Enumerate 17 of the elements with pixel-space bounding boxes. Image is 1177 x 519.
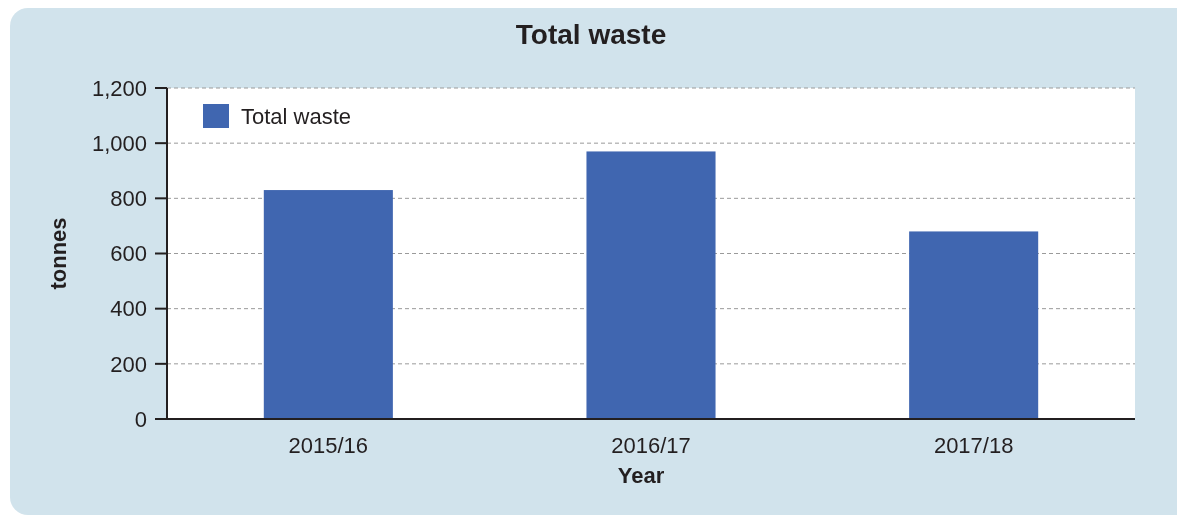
bar [909,231,1039,419]
chart-title: Total waste [515,19,667,50]
y-tick-label: 800 [110,186,147,212]
y-tick-label: 1,200 [91,75,147,101]
y-tick-label: 1,000 [91,130,147,156]
y-tick-label: 0 [134,406,147,432]
y-tick-label: 400 [110,296,147,322]
legend-label: Total waste [241,103,352,129]
x-axis-title: Year [617,463,665,488]
y-axis-title: tonnes [46,217,71,290]
x-tick-label: 2016/17 [611,433,691,458]
y-tick-label: 200 [110,351,147,377]
x-tick-label: 2015/16 [288,433,369,458]
x-tick-label: 2017/18 [933,433,1014,458]
bar [263,190,393,419]
y-tick-label: 600 [110,241,147,267]
bar [586,151,716,419]
